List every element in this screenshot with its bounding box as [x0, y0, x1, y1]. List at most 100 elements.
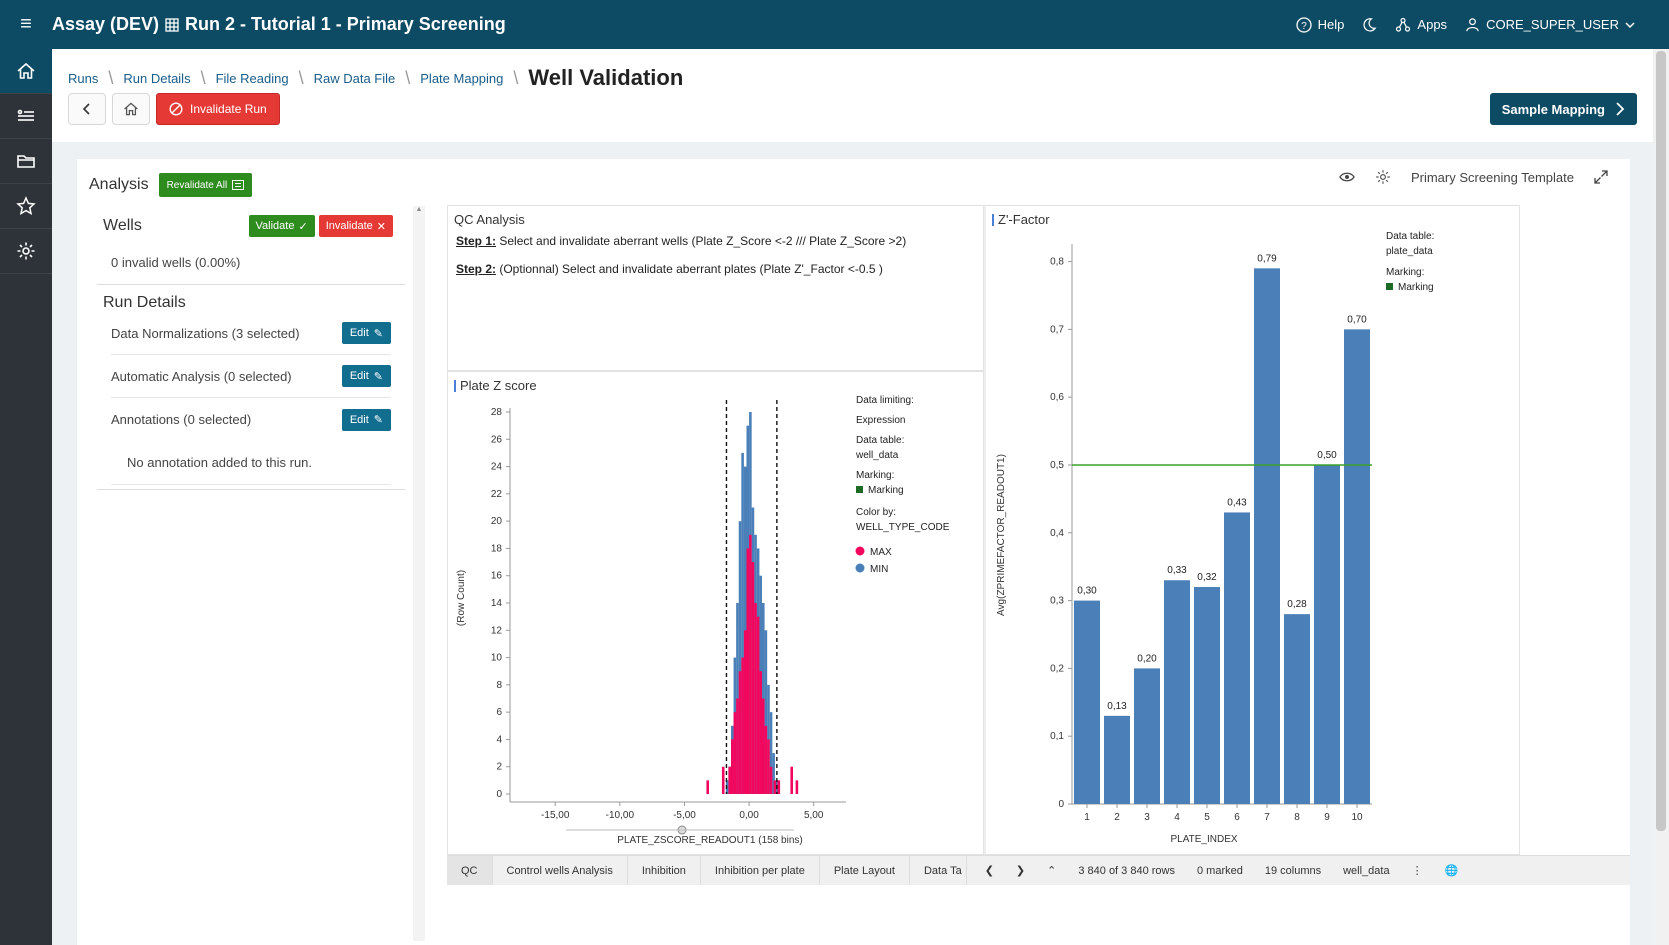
histogram-bar-max — [721, 766, 725, 794]
legend-data-table-label: Data table: — [856, 435, 904, 446]
edit-normalizations-button[interactable]: Edit ✎ — [341, 322, 391, 344]
sidebar-item-folder[interactable] — [0, 139, 52, 184]
grid-icon — [165, 17, 179, 32]
hamburger-menu-icon[interactable]: ≡ — [20, 13, 32, 35]
histogram-bar-min — [741, 452, 744, 794]
edit-automatic-analysis-button[interactable]: Edit ✎ — [341, 365, 391, 387]
sample-mapping-button[interactable]: Sample Mapping — [1489, 93, 1637, 125]
tab-prev-icon[interactable]: ❮ — [984, 865, 994, 877]
page-title: Well Validation — [528, 65, 684, 90]
tab-plate-layout[interactable]: Plate Layout — [820, 856, 910, 885]
bar-value-label: 0,13 — [1107, 701, 1127, 712]
invalidate-button[interactable]: Invalidate ✕ — [318, 215, 393, 237]
validate-button[interactable]: Validate ✓ — [248, 215, 315, 237]
y-tick-label: 24 — [491, 462, 503, 473]
breadcrumb-raw-data-file[interactable]: Raw Data File — [313, 70, 396, 86]
breadcrumb-separator: \ — [298, 67, 304, 88]
x-tick-label: 7 — [1264, 812, 1270, 823]
histogram-bar-max — [754, 603, 757, 794]
tab-inhibition-per-plate[interactable]: Inhibition per plate — [701, 856, 820, 885]
zfactor-bar — [1194, 587, 1220, 804]
user-menu[interactable]: CORE_SUPER_USER — [1465, 17, 1635, 32]
back-button[interactable] — [68, 93, 106, 125]
home-icon — [124, 102, 138, 116]
y-tick-label: 8 — [496, 680, 502, 691]
y-tick-label: 0,1 — [1050, 731, 1064, 742]
expand-icon[interactable] — [1594, 170, 1608, 184]
tab-inhibition[interactable]: Inhibition — [628, 856, 701, 885]
invalid-wells-count: 0 invalid wells (0.00%) — [111, 255, 241, 270]
help-button[interactable]: ? Help — [1296, 16, 1344, 33]
histogram-bar-max — [762, 698, 765, 794]
histogram-bar-max — [773, 780, 777, 794]
y-tick-label: 14 — [491, 598, 503, 609]
legend-max-swatch — [855, 546, 865, 556]
zscore-y-axis-label: (Row Count) — [456, 570, 467, 626]
apps-button[interactable]: Apps — [1395, 17, 1447, 33]
apps-icon — [1396, 17, 1411, 32]
globe-icon[interactable]: 🌐 — [1444, 865, 1459, 877]
legend-data-table: plate_data — [1386, 246, 1433, 257]
left-panel-scrollbar[interactable]: ▲ — [413, 206, 425, 941]
theme-toggle-button[interactable] — [1362, 17, 1377, 32]
chevron-down-icon — [1625, 21, 1635, 28]
histogram-bar-max — [730, 739, 734, 794]
tab-data-table[interactable]: Data Ta — [910, 856, 967, 885]
zfactor-bar-chart[interactable]: 0 0,1 0,2 0,3 0,4 0,5 0,6 0,7 0,8 1 2 3 4 5 6 7 8 9 10 0,3… — [986, 206, 1520, 854]
histogram-bar-max — [751, 562, 755, 794]
sidebar-item-favorites[interactable] — [0, 184, 52, 229]
legend-max[interactable]: MAX — [870, 547, 892, 558]
x-tick-label: 10 — [1351, 812, 1363, 823]
template-name[interactable]: Primary Screening Template — [1410, 169, 1574, 185]
tab-qc[interactable]: QC — [447, 856, 493, 885]
bar-value-label: 0,79 — [1257, 253, 1277, 264]
data-table-name[interactable]: well_data — [1343, 864, 1390, 877]
y-tick-label: 0,2 — [1050, 663, 1064, 674]
divider — [97, 489, 405, 490]
revalidate-all-button[interactable]: Revalidate All — [158, 173, 253, 197]
more-options-icon[interactable]: ⋮ — [1411, 865, 1423, 877]
ban-icon — [169, 102, 183, 116]
scroll-up-icon[interactable]: ▲ — [415, 206, 423, 213]
legend-min[interactable]: MIN — [870, 564, 888, 575]
breadcrumb: Runs \ Run Details \ File Reading \ Raw Dat… — [68, 65, 683, 91]
page-scrollbar-thumb[interactable] — [1656, 51, 1666, 831]
column-count: 19 columns — [1264, 864, 1322, 877]
gear-icon[interactable] — [1375, 169, 1391, 185]
run-detail-label: Data Normalizations (3 selected) — [111, 325, 300, 341]
step1-label: Step 1: — [456, 234, 497, 248]
breadcrumb-plate-mapping[interactable]: Plate Mapping — [420, 70, 504, 86]
eye-icon[interactable] — [1339, 171, 1355, 183]
breadcrumb-run-details[interactable]: Run Details — [123, 70, 191, 86]
qc-analysis-panel: QC Analysis Step 1: Select and invalidat… — [447, 205, 984, 371]
legend-marking-label: Marking: — [856, 470, 894, 481]
tab-control-wells-analysis[interactable]: Control wells Analysis — [493, 856, 628, 885]
y-tick-label: 28 — [491, 407, 503, 418]
sidebar-item-home[interactable] — [0, 49, 52, 94]
pencil-icon: ✎ — [373, 327, 383, 340]
page-scrollbar[interactable] — [1653, 49, 1669, 945]
x-tick-label: 3 — [1144, 812, 1150, 823]
histogram-bar-max — [756, 616, 760, 794]
sidebar-item-list[interactable] — [0, 94, 52, 139]
x-tick-label: 6 — [1234, 812, 1240, 823]
app-name[interactable]: Assay (DEV) — [52, 14, 160, 34]
tab-next-icon[interactable]: ❯ — [1015, 865, 1026, 877]
breadcrumb-file-reading[interactable]: File Reading — [215, 70, 289, 86]
chevron-left-icon — [82, 103, 90, 115]
home-button[interactable] — [112, 93, 150, 125]
expand-up-icon[interactable]: ⌃ — [1047, 865, 1057, 877]
y-tick-label: 26 — [491, 434, 503, 445]
invalidate-run-button[interactable]: Invalidate Run — [156, 93, 280, 125]
invalidate-run-label: Invalidate Run — [190, 102, 267, 116]
y-tick-label: 0,4 — [1050, 528, 1064, 539]
breadcrumb-runs[interactable]: Runs — [68, 70, 99, 86]
breadcrumb-separator: \ — [405, 67, 411, 88]
edit-annotations-button[interactable]: Edit ✎ — [341, 408, 391, 431]
x-tick-label: 4 — [1174, 812, 1180, 823]
left-panel: Wells Validate ✓ Invalidate ✕ 0 invalid wel… — [93, 207, 405, 767]
sidebar-item-settings[interactable] — [0, 229, 52, 274]
bar-value-label: 0,33 — [1167, 565, 1187, 576]
sidebar — [0, 49, 52, 945]
